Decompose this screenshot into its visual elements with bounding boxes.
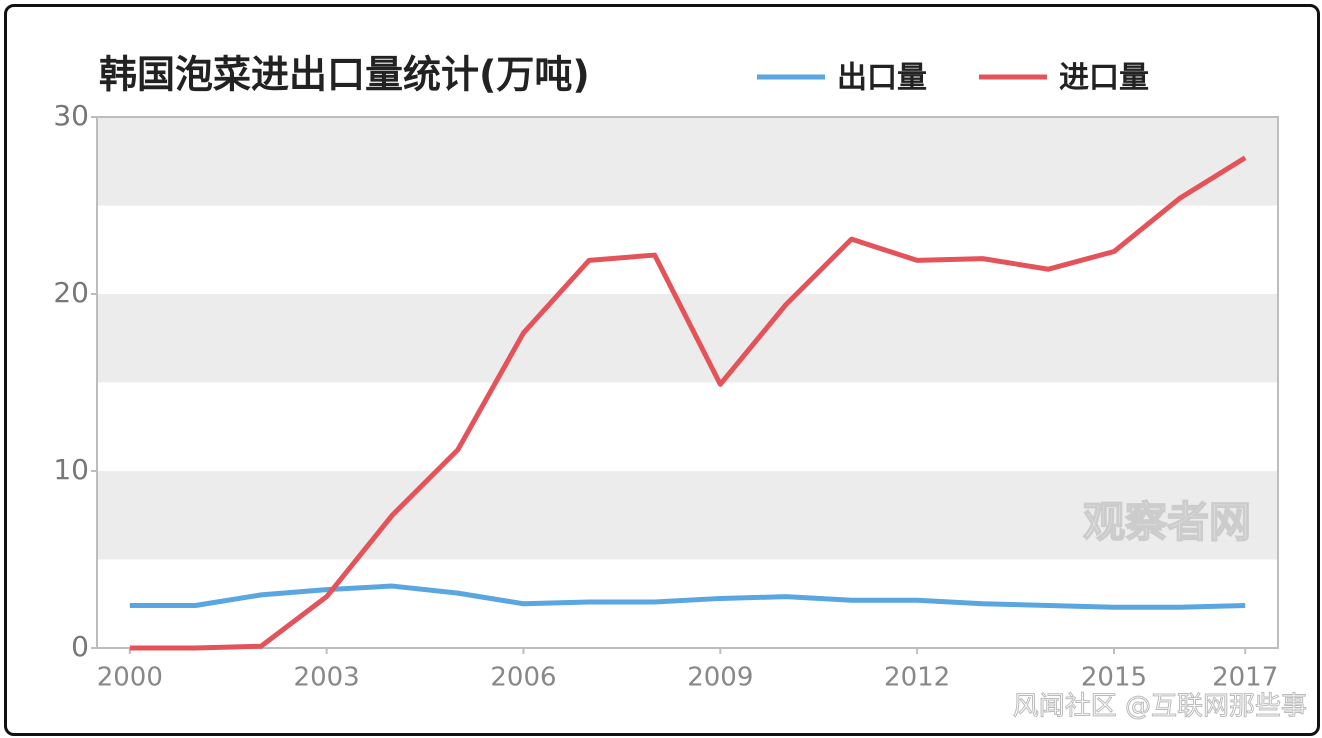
legend-label: 进口量 bbox=[1059, 61, 1149, 96]
data-line bbox=[129, 583, 1246, 610]
y-tick-label: 0 bbox=[71, 630, 89, 663]
x-tick-label: 2015 bbox=[1081, 663, 1147, 693]
x-tick-label: 2003 bbox=[294, 663, 360, 693]
band bbox=[97, 471, 1278, 560]
plot-border bbox=[96, 116, 1279, 649]
watermark-footer: 风闻社区 @互联网那些事 bbox=[1013, 692, 1307, 722]
y-tick-label: 30 bbox=[53, 99, 89, 132]
x-tick-label: 2000 bbox=[97, 663, 163, 693]
chart: 韩国泡菜进出口量统计(万吨) 0 10 20 30 2000 2003 2006 2009 20… bbox=[53, 53, 1307, 723]
x-tick-label: 2017 bbox=[1212, 663, 1278, 693]
data-line bbox=[129, 155, 1247, 651]
x-tick-label: 2006 bbox=[490, 663, 556, 693]
band bbox=[97, 117, 1278, 206]
frame: 韩国泡菜进出口量统计(万吨) 0 10 20 30 2000 2003 2006 2009 20… bbox=[4, 4, 1320, 736]
legend-label: 出口量 bbox=[837, 61, 927, 96]
watermark: 观察者网 bbox=[1083, 498, 1251, 547]
y-tick-label: 20 bbox=[53, 276, 89, 309]
band bbox=[97, 294, 1278, 383]
x-tick-label: 2009 bbox=[687, 663, 753, 693]
y-tick-label: 10 bbox=[53, 453, 89, 486]
x-tick-label: 2012 bbox=[884, 663, 950, 693]
chart-title: 韩国泡菜进出口量统计(万吨) bbox=[99, 53, 590, 97]
